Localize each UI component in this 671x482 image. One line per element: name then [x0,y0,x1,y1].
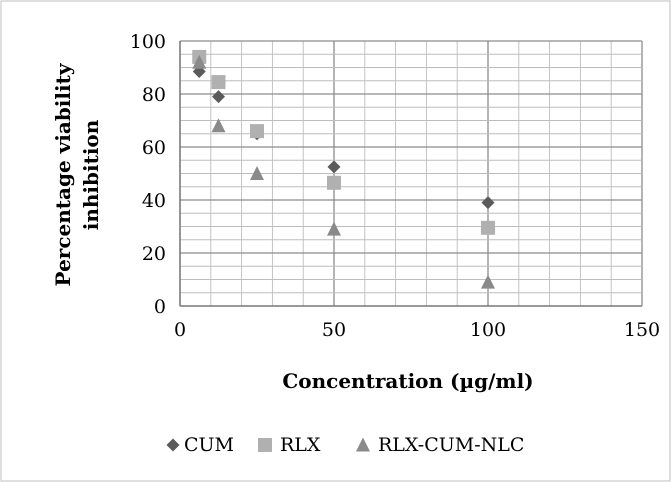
tick-labels: 0 50 100 150 0 20 40 60 80 100 [130,31,660,341]
y-axis-title: Percentage viability inhibition [51,62,103,286]
data-point-triangle [250,166,264,180]
y-tick-label: 0 [154,296,166,318]
y-axis-title-line-1: Percentage viability [51,62,75,286]
data-point-triangle [192,54,207,69]
legend-marker-square [258,438,272,452]
data-point-square [211,75,226,90]
x-axis-title: Concentration (µg/ml) [282,369,533,393]
y-tick-label: 100 [130,31,166,53]
grid [179,40,643,307]
y-tick-label: 60 [142,137,166,159]
data-point-square [327,175,341,190]
legend: CUM RLX RLX-CUM-NLC [166,434,524,456]
axes [179,41,642,307]
y-tick-label: 40 [142,190,166,212]
data-point-diamond [481,196,495,210]
data-point-triangle [327,221,341,236]
y-tick-label: 80 [142,84,166,106]
legend-label: CUM [184,434,234,456]
y-tick-label: 20 [142,243,166,265]
data-point-triangle [211,118,226,133]
legend-marker-diamond [166,438,180,452]
data-point-square [481,220,495,235]
x-tick-label: 0 [174,319,186,341]
data-point-diamond [327,160,341,174]
data-point-triangle [481,274,495,289]
legend-marker-triangle [356,437,370,452]
data-point-square [250,124,264,139]
data-point-diamond [212,90,225,104]
x-tick-label: 50 [322,319,346,341]
x-tick-label: 100 [470,319,506,341]
data-points [192,49,495,289]
y-axis-title-line-2: inhibition [79,119,103,230]
x-tick-label: 150 [624,319,660,341]
legend-label: RLX [280,434,321,456]
legend-label: RLX-CUM-NLC [378,434,524,456]
